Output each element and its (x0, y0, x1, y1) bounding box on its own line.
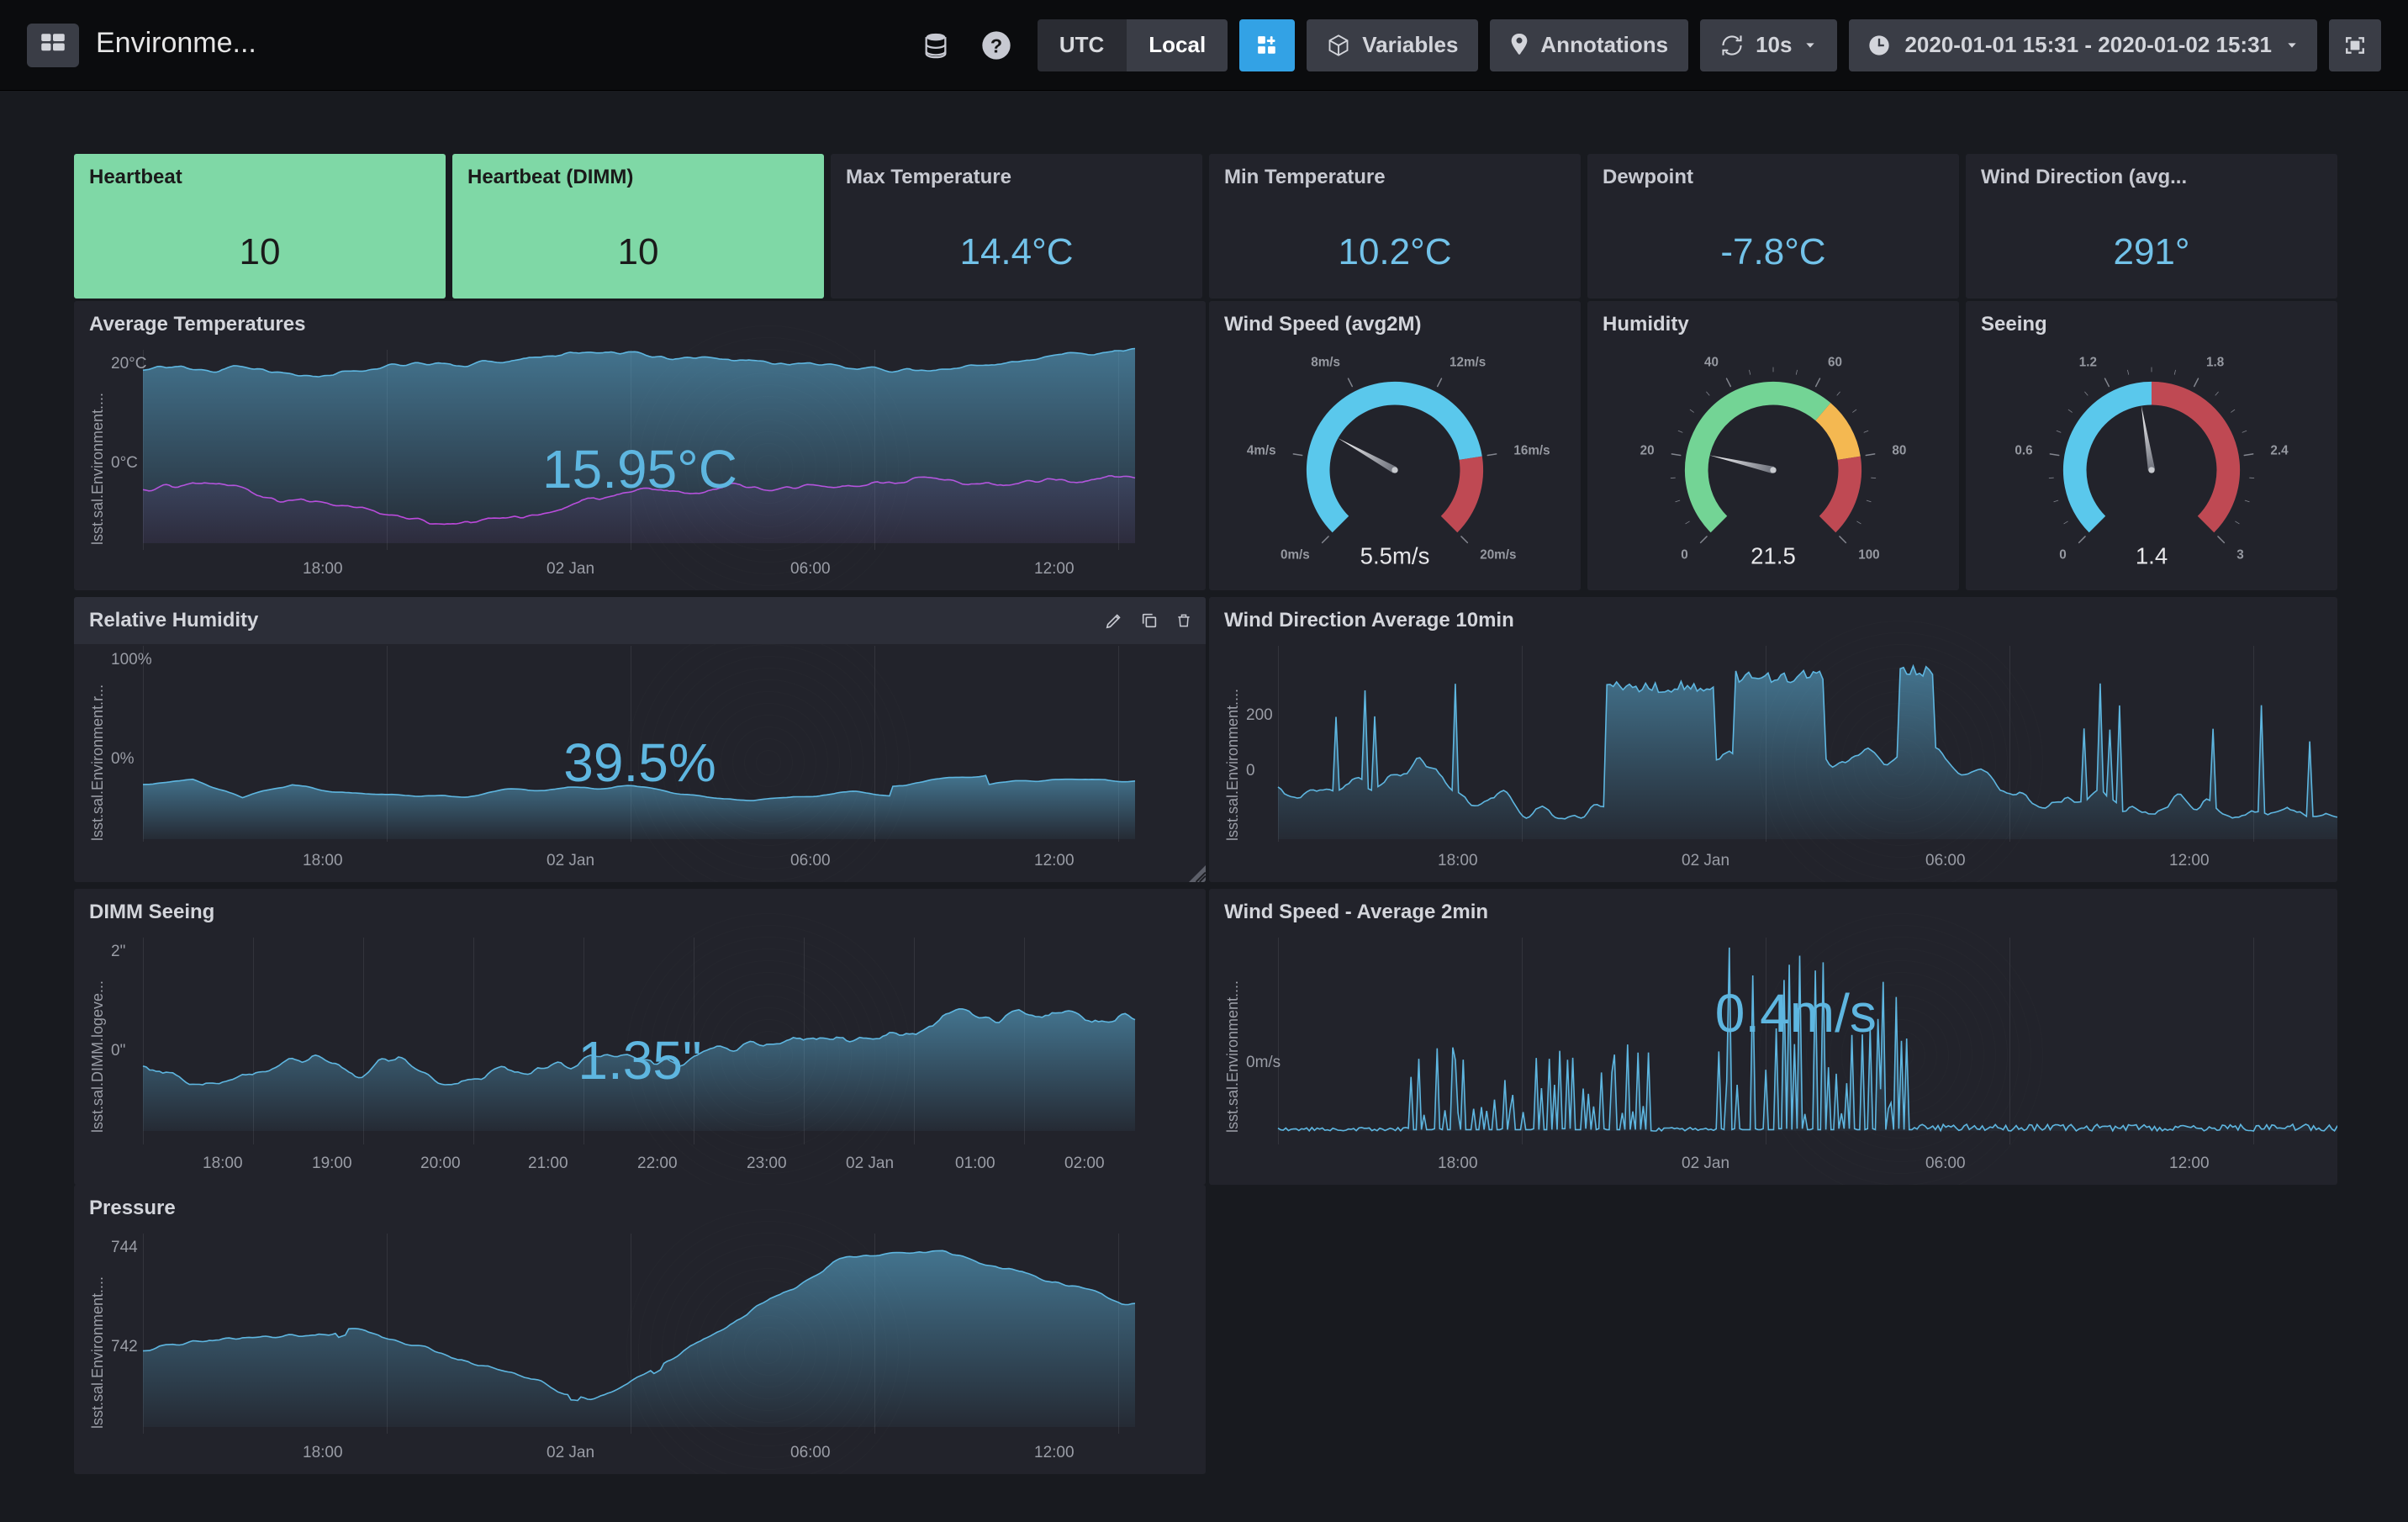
svg-text:0.6: 0.6 (2015, 444, 2032, 458)
svg-text:12m/s: 12m/s (1450, 355, 1486, 369)
svg-text:0: 0 (1681, 547, 1687, 562)
svg-text:20: 20 (1640, 444, 1655, 458)
svg-text:20m/s: 20m/s (1480, 547, 1516, 562)
svg-text:60: 60 (1828, 355, 1842, 369)
svg-text:100: 100 (1858, 547, 1879, 562)
svg-text:1.4: 1.4 (2136, 543, 2168, 569)
svg-text:8m/s: 8m/s (1311, 355, 1340, 369)
svg-text:0: 0 (2059, 547, 2066, 562)
svg-text:4m/s: 4m/s (1247, 444, 1276, 458)
svg-text:2.4: 2.4 (2270, 444, 2289, 458)
svg-text:16m/s: 16m/s (1513, 444, 1550, 458)
svg-text:5.5m/s: 5.5m/s (1360, 543, 1430, 569)
svg-text:21.5: 21.5 (1751, 543, 1796, 569)
svg-text:1.2: 1.2 (2079, 355, 2097, 369)
svg-text:3: 3 (2236, 547, 2243, 562)
svg-text:40: 40 (1704, 355, 1719, 369)
svg-text:?: ? (990, 34, 1002, 56)
svg-text:0m/s: 0m/s (1281, 547, 1310, 562)
svg-text:1.8: 1.8 (2206, 355, 2224, 369)
svg-text:80: 80 (1892, 444, 1906, 458)
